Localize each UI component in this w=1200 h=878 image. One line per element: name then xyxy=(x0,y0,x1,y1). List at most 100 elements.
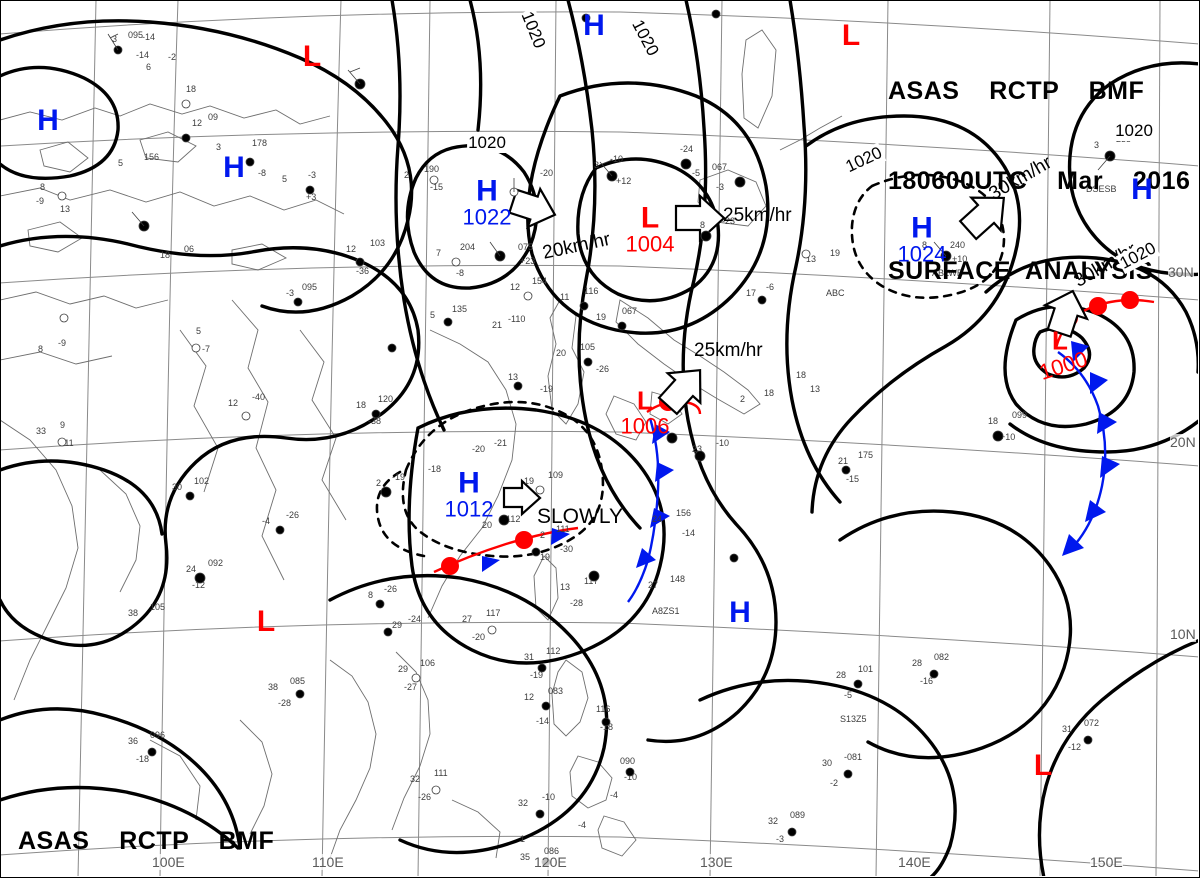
svg-text:-6: -6 xyxy=(766,282,774,292)
svg-text:086: 086 xyxy=(544,846,559,856)
svg-text:117: 117 xyxy=(486,608,500,618)
svg-text:083: 083 xyxy=(548,686,563,696)
svg-text:116: 116 xyxy=(596,704,610,714)
svg-text:38: 38 xyxy=(268,682,278,692)
svg-text:27: 27 xyxy=(648,580,658,590)
svg-text:-10: -10 xyxy=(716,438,729,448)
svg-text:09: 09 xyxy=(208,112,218,122)
svg-text:178: 178 xyxy=(252,138,267,148)
svg-text:3: 3 xyxy=(1094,140,1099,150)
svg-text:17: 17 xyxy=(746,288,756,298)
front-cold-1000 xyxy=(1057,341,1120,556)
svg-text:36: 36 xyxy=(128,736,138,746)
svg-text:-18: -18 xyxy=(428,464,441,474)
svg-text:-38: -38 xyxy=(368,416,381,426)
svg-text:090: 090 xyxy=(620,756,635,766)
svg-text:13: 13 xyxy=(810,384,820,394)
svg-text:ABLWB: ABLWB xyxy=(932,268,963,278)
svg-text:-14: -14 xyxy=(142,32,155,42)
svg-text:175: 175 xyxy=(858,450,873,460)
svg-text:096: 096 xyxy=(150,730,165,740)
svg-text:S13Z5: S13Z5 xyxy=(840,714,867,724)
svg-text:067: 067 xyxy=(712,162,727,172)
svg-text:154: 154 xyxy=(532,276,547,286)
svg-text:2: 2 xyxy=(540,530,545,540)
svg-text:-16: -16 xyxy=(920,676,933,686)
svg-text:12: 12 xyxy=(510,282,520,292)
svg-text:-15: -15 xyxy=(430,182,443,192)
svg-text:8: 8 xyxy=(368,590,373,600)
svg-text:-24: -24 xyxy=(680,144,693,154)
svg-text:-26: -26 xyxy=(596,364,609,374)
svg-text:-19: -19 xyxy=(530,670,543,680)
svg-text:116: 116 xyxy=(584,286,598,296)
svg-text:13: 13 xyxy=(508,372,518,382)
svg-text:111: 111 xyxy=(434,768,448,778)
svg-text:-9: -9 xyxy=(36,196,44,206)
svg-text:12: 12 xyxy=(346,244,356,254)
svg-text:2: 2 xyxy=(376,478,381,488)
svg-text:156: 156 xyxy=(676,508,691,518)
svg-text:-19: -19 xyxy=(540,384,553,394)
svg-text:-19: -19 xyxy=(392,472,405,482)
svg-text:19: 19 xyxy=(540,552,550,562)
svg-text:111: 111 xyxy=(60,438,74,448)
svg-text:32: 32 xyxy=(518,798,528,808)
svg-text:12: 12 xyxy=(228,398,238,408)
svg-text:+23: +23 xyxy=(520,256,535,266)
svg-text:-10: -10 xyxy=(610,154,623,164)
svg-text:7: 7 xyxy=(436,248,441,258)
svg-text:19: 19 xyxy=(830,248,840,258)
svg-text:-15: -15 xyxy=(846,474,859,484)
svg-text:8: 8 xyxy=(40,182,45,192)
svg-text:DSESB: DSESB xyxy=(1086,184,1117,194)
svg-text:+12: +12 xyxy=(616,176,631,186)
svg-text:+3: +3 xyxy=(306,192,316,202)
svg-text:18: 18 xyxy=(356,400,366,410)
svg-text:-10: -10 xyxy=(624,772,637,782)
svg-text:29: 29 xyxy=(398,664,408,674)
svg-text:-4: -4 xyxy=(262,516,270,526)
svg-text:-081: -081 xyxy=(844,752,862,762)
svg-text:-24: -24 xyxy=(408,614,421,624)
svg-text:24: 24 xyxy=(652,514,662,524)
svg-text:105: 105 xyxy=(150,602,165,612)
svg-text:099: 099 xyxy=(1012,410,1027,420)
svg-text:9: 9 xyxy=(60,420,65,430)
svg-text:156: 156 xyxy=(144,152,159,162)
svg-text:095: 095 xyxy=(302,282,317,292)
svg-text:102: 102 xyxy=(194,476,209,486)
svg-text:18: 18 xyxy=(988,416,998,426)
svg-text:27: 27 xyxy=(462,614,472,624)
svg-text:106: 106 xyxy=(420,658,435,668)
svg-text:240: 240 xyxy=(950,240,965,250)
svg-text:6: 6 xyxy=(146,62,151,72)
svg-text:A8ZS1: A8ZS1 xyxy=(652,606,680,616)
svg-text:105: 105 xyxy=(580,342,595,352)
svg-text:-3: -3 xyxy=(716,182,724,192)
svg-text:148: 148 xyxy=(670,574,685,584)
svg-text:-14: -14 xyxy=(682,528,695,538)
svg-text:-9: -9 xyxy=(58,338,66,348)
svg-text:-26: -26 xyxy=(384,584,397,594)
svg-text:8: 8 xyxy=(700,220,705,230)
svg-text:-21: -21 xyxy=(494,438,507,448)
svg-text:24: 24 xyxy=(186,564,196,574)
svg-text:-5: -5 xyxy=(692,168,700,178)
svg-text:-8: -8 xyxy=(258,168,266,178)
svg-text:-8: -8 xyxy=(456,268,464,278)
svg-text:-3: -3 xyxy=(776,834,784,844)
svg-text:19: 19 xyxy=(596,312,606,322)
svg-text:19: 19 xyxy=(524,476,534,486)
svg-text:-18: -18 xyxy=(600,722,613,732)
svg-text:1: 1 xyxy=(520,834,525,844)
svg-text:20: 20 xyxy=(482,520,492,530)
svg-text:23: 23 xyxy=(692,444,702,454)
svg-text:-27: -27 xyxy=(404,682,417,692)
svg-text:-26: -26 xyxy=(418,792,431,802)
svg-text:-20: -20 xyxy=(472,444,485,454)
svg-text:-7: -7 xyxy=(202,344,210,354)
svg-text:-23: -23 xyxy=(722,216,735,226)
svg-text:8: 8 xyxy=(922,240,927,250)
